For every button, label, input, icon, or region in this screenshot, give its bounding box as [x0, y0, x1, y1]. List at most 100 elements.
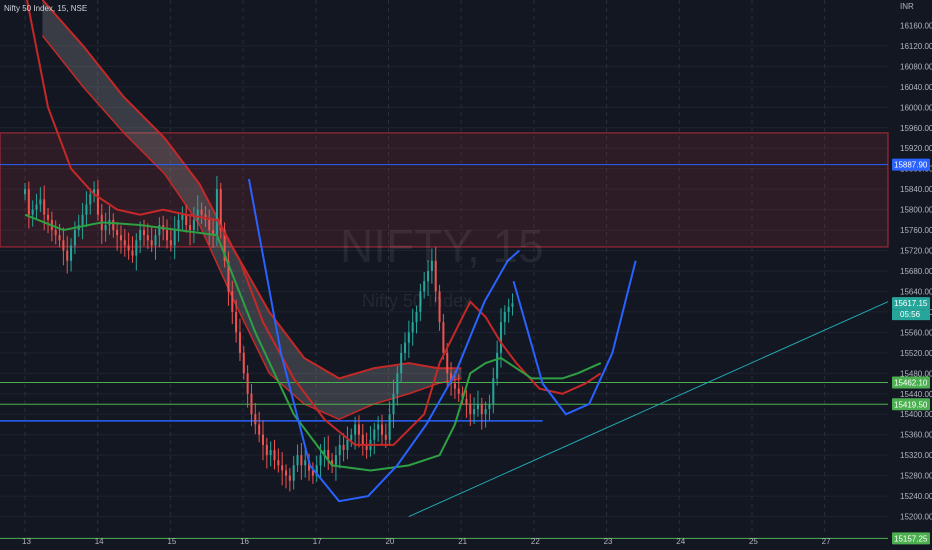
- candle-body: [223, 230, 226, 261]
- candle-body: [430, 260, 433, 271]
- price-tick-label: 15200.00: [900, 513, 932, 522]
- currency-label: INR: [900, 2, 914, 11]
- candle-body: [365, 444, 368, 451]
- candle-body: [496, 352, 499, 379]
- candle-body: [403, 342, 407, 353]
- candle-body: [146, 235, 149, 241]
- candle-body: [85, 204, 88, 215]
- time-axis[interactable]: 13 14 15 16 17 20 21 22 23 24 25 27: [22, 537, 831, 546]
- price-tick-label: 15480.00: [900, 369, 932, 378]
- candle-body: [457, 388, 460, 394]
- time-tick-label: 20: [385, 537, 394, 546]
- candle-body: [43, 199, 46, 215]
- candle-body: [442, 322, 445, 353]
- candle-body: [315, 465, 318, 476]
- cup-curve-right: [512, 260, 637, 416]
- candle-body: [273, 450, 276, 461]
- candle-body: [142, 230, 146, 236]
- candle-body: [438, 291, 441, 323]
- candle-body: [423, 281, 426, 292]
- price-tick-label: 15280.00: [900, 472, 932, 481]
- ma-green-line: [24, 213, 602, 472]
- current-price-tag-box2: [892, 309, 930, 321]
- candle-body: [238, 332, 241, 353]
- candle-body: [227, 260, 230, 292]
- price-tick-label: 15320.00: [900, 451, 932, 460]
- candle-body: [192, 219, 195, 231]
- time-tick-label: 16: [240, 537, 249, 546]
- candle-body: [473, 409, 476, 415]
- candle-body: [476, 404, 479, 410]
- price-tick-label: 15640.00: [900, 287, 932, 296]
- candle-body: [492, 378, 495, 404]
- candle-body: [507, 306, 510, 312]
- band-fill: [42, 0, 462, 420]
- candle-body: [73, 230, 76, 246]
- watermark-symbol: NIFTY, 15: [340, 220, 544, 272]
- candle-body: [488, 404, 491, 410]
- candle-body: [196, 209, 199, 220]
- candle-body: [277, 460, 280, 466]
- candle-body: [469, 404, 472, 415]
- time-tick-label: 24: [676, 537, 685, 546]
- candle-body: [250, 393, 253, 415]
- candle-body: [47, 214, 50, 220]
- candle-body: [380, 424, 383, 435]
- candle-body: [173, 230, 176, 246]
- candle-body: [499, 322, 502, 353]
- candle-body: [484, 409, 487, 415]
- level-15157-tag-text: 15157.25: [894, 534, 928, 543]
- price-tick-label: 15760.00: [900, 226, 932, 235]
- candle-body: [54, 230, 57, 236]
- candle-body: [296, 455, 299, 466]
- candle-body: [258, 424, 261, 435]
- band-upper-line: [41, 0, 462, 380]
- candle-body: [81, 214, 84, 225]
- candle-body: [284, 470, 288, 476]
- candle-body: [112, 219, 115, 231]
- level-15462-tag-text: 15462.10: [894, 378, 928, 387]
- candle-body: [503, 311, 506, 323]
- candle-body: [58, 235, 61, 241]
- level-15419-tag-box: [892, 398, 930, 411]
- candle-body: [131, 250, 134, 256]
- price-levels: [0, 164, 888, 539]
- candle-body: [300, 455, 303, 466]
- candle-body: [39, 199, 42, 205]
- price-tick-label: 15840.00: [900, 185, 932, 194]
- price-tags: 15887.90 15462.10 15419.50 15157.25 15617.15…: [892, 158, 930, 545]
- candle-body: [215, 189, 218, 236]
- candle-body: [346, 439, 349, 451]
- candle-body: [319, 455, 322, 466]
- candle-body: [361, 434, 364, 445]
- candle-body: [480, 404, 483, 415]
- band-lower-line: [41, 35, 462, 421]
- candle-body: [304, 460, 307, 466]
- level-15887-tag-text: 15887.90: [894, 161, 928, 170]
- candle-body: [177, 219, 180, 231]
- time-tick-label: 23: [604, 537, 613, 546]
- price-tick-label: 16160.00: [900, 21, 932, 30]
- current-price-tag-box: [892, 297, 930, 310]
- current-price-tag-text: 15617.15: [894, 299, 928, 308]
- candle-body: [66, 250, 69, 261]
- time-tick-label: 25: [749, 537, 758, 546]
- candle-body: [150, 240, 153, 246]
- candle-body: [465, 398, 468, 404]
- candle-body: [35, 204, 38, 210]
- price-tick-label: 16080.00: [900, 62, 932, 71]
- candle-body: [93, 189, 96, 195]
- grid: [0, 0, 888, 532]
- candles: [23, 175, 514, 492]
- time-tick-label: 15: [167, 537, 176, 546]
- level-15157-tag-box: [892, 532, 930, 545]
- price-axis[interactable]: 15200.00 15240.00 15280.00 15320.00 15360.00…: [900, 21, 932, 521]
- time-tick-label: 27: [822, 537, 831, 546]
- trend-line: [408, 301, 889, 517]
- time-tick-label: 14: [95, 537, 104, 546]
- price-tick-label: 15360.00: [900, 431, 932, 440]
- ema-band: [41, 0, 462, 421]
- candle-body: [219, 189, 222, 231]
- candle-body: [292, 465, 295, 481]
